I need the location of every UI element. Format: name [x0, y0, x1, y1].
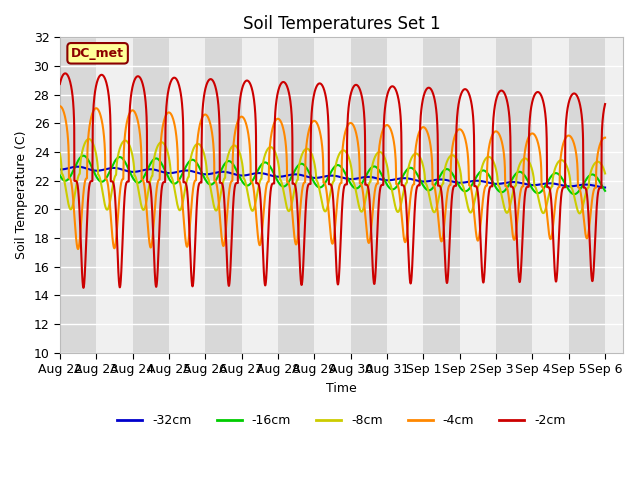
Bar: [532, 37, 569, 353]
Bar: [169, 37, 205, 353]
Bar: [205, 37, 241, 353]
Bar: [241, 37, 278, 353]
Bar: [569, 37, 605, 353]
Bar: [351, 37, 387, 353]
Title: Soil Temperatures Set 1: Soil Temperatures Set 1: [243, 15, 440, 33]
Bar: [132, 37, 169, 353]
Bar: [423, 37, 460, 353]
Bar: [60, 37, 96, 353]
Bar: [314, 37, 351, 353]
Y-axis label: Soil Temperature (C): Soil Temperature (C): [15, 131, 28, 259]
X-axis label: Time: Time: [326, 382, 357, 395]
Bar: [460, 37, 496, 353]
Legend: -32cm, -16cm, -8cm, -4cm, -2cm: -32cm, -16cm, -8cm, -4cm, -2cm: [113, 409, 571, 432]
Text: DC_met: DC_met: [71, 47, 124, 60]
Bar: [278, 37, 314, 353]
Bar: [605, 37, 640, 353]
Bar: [96, 37, 132, 353]
Bar: [496, 37, 532, 353]
Bar: [387, 37, 423, 353]
